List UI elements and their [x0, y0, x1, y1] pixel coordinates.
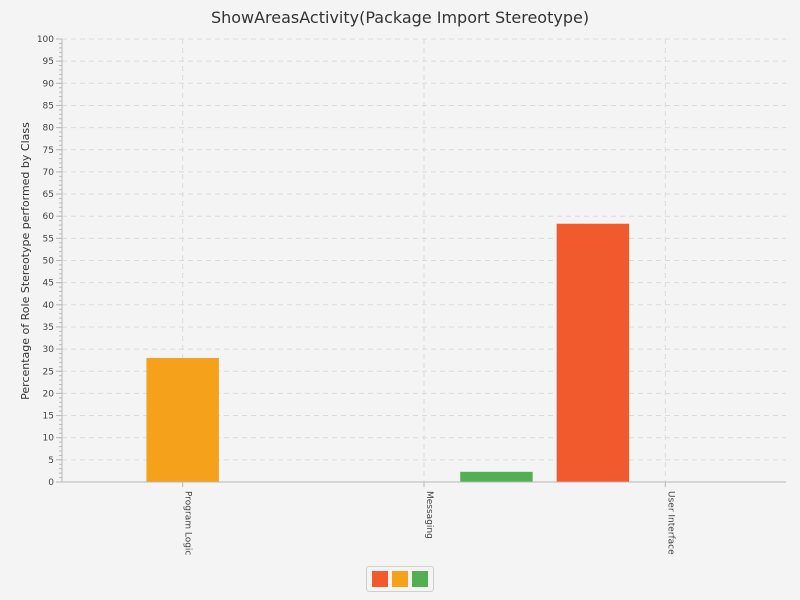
y-tick-label: 25	[43, 367, 54, 377]
legend-swatch	[412, 571, 428, 587]
y-tick-label: 10	[43, 434, 55, 444]
legend-swatch	[392, 571, 408, 587]
y-tick-label: 90	[43, 79, 55, 89]
axes: 0 5 10 15 20 25 30 35 40 45 50 55 60 65 70 75 80 85 90 95 10…	[37, 35, 786, 555]
y-tick-label: 80	[43, 124, 55, 134]
y-tick-label: 20	[43, 389, 55, 399]
y-tick-label: 35	[43, 323, 54, 333]
y-tick-label: 50	[43, 257, 55, 267]
chart-title: ShowAreasActivity(Package Import Stereot…	[211, 8, 589, 27]
grid-lines	[62, 38, 786, 482]
bar	[460, 471, 533, 482]
bar	[556, 223, 630, 482]
y-tick-label: 70	[43, 168, 55, 178]
legend	[366, 566, 434, 592]
y-tick-label: 0	[48, 478, 54, 488]
y-tick-label: 55	[43, 234, 54, 244]
y-tick-label: 75	[43, 146, 54, 156]
legend-swatch	[372, 571, 388, 587]
x-tick-label: User Interface	[665, 491, 675, 555]
y-axis-label: Percentage of Role Stereotype performed …	[19, 122, 32, 400]
y-tick-label: 85	[43, 101, 54, 111]
y-tick-label: 100	[37, 35, 54, 45]
y-tick-label: 15	[43, 412, 54, 422]
bar	[146, 357, 219, 482]
x-tick-label: Program Logic	[183, 491, 193, 555]
y-tick-label: 30	[43, 345, 55, 355]
y-tick-label: 65	[43, 190, 54, 200]
y-tick-label: 60	[43, 212, 55, 222]
y-tick-label: 5	[48, 456, 54, 466]
bars	[146, 223, 630, 482]
y-tick-label: 40	[43, 301, 55, 311]
y-tick-label: 45	[43, 279, 54, 289]
y-tick-label: 95	[43, 57, 54, 67]
x-tick-label: Messaging	[424, 491, 434, 539]
